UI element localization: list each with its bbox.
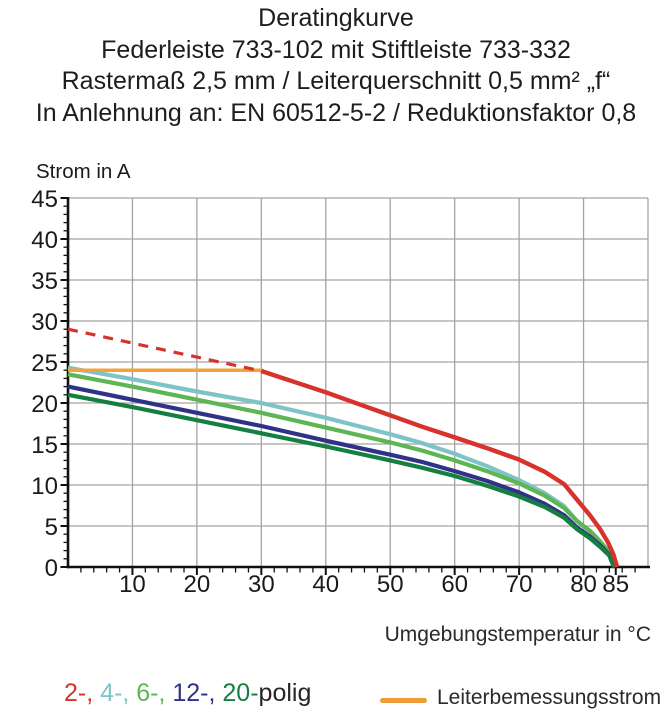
poles-legend: 2-, 4-, 6-, 12-, 20-polig [64, 679, 311, 708]
poles-legend-segment: 6-, [136, 679, 173, 707]
y-tick-label: 0 [45, 555, 58, 582]
x-tick-label: 50 [377, 571, 404, 598]
subtitle-norm: In Anlehnung an: EN 60512-5-2 / Reduktio… [35, 98, 637, 127]
rated-current-line-swatch [380, 698, 427, 703]
series-12-polig [67, 384, 617, 568]
y-axis-title: Strom in A [36, 160, 131, 183]
y-tick-label: 5 [45, 514, 58, 541]
poles-legend-segment: 20- [222, 679, 259, 707]
y-tick-label: 15 [31, 432, 58, 459]
y-tick-label: 35 [31, 268, 58, 295]
series-2-polig-gestrichelt [67, 327, 262, 373]
derating-chart-svg: Strom in A 0 5 10 15 20 25 30 35 40 45 10 20 30 40 50 6… [31, 160, 650, 598]
poles-legend-segment: 12-, [172, 679, 223, 707]
poles-legend-segment: polig [258, 679, 312, 707]
chart-title: Deratingkurve [258, 4, 414, 32]
x-tick-label: 40 [312, 571, 339, 598]
series-20-polig [67, 392, 616, 568]
y-tick-label: 45 [31, 186, 58, 213]
x-tick-label: 85 [602, 571, 629, 598]
title-block: Deratingkurve Federleiste 733-102 mit St… [0, 3, 672, 129]
subtitle-product: Federleiste 733-102 mit Stiftleiste 733-… [101, 35, 571, 64]
x-tick-label: 60 [441, 571, 468, 598]
subtitle-spec: Rastermaß 2,5 mm / Leiterquerschnitt 0,5… [61, 67, 611, 95]
rated-current-legend-label: Leiterbemessungsstrom [437, 686, 662, 709]
y-tick-label: 10 [31, 473, 58, 500]
x-tick-label: 10 [119, 571, 146, 598]
x-tick-label: 30 [248, 571, 275, 598]
poles-legend-segment: 4-, [100, 679, 137, 707]
y-tick-label: 30 [31, 309, 58, 336]
x-tick-label: 70 [506, 571, 533, 598]
poles-legend-segment: 2-, [64, 679, 101, 707]
series-6-polig [67, 372, 618, 568]
y-tick-label: 25 [31, 350, 58, 377]
x-axis-title: Umgebungstemperatur in °C [384, 623, 651, 646]
series-2-polig [260, 368, 620, 568]
x-tick-label: 80 [570, 571, 597, 598]
x-tick-label: 20 [184, 571, 211, 598]
y-tick-label: 40 [31, 227, 58, 254]
y-tick-label: 20 [31, 391, 58, 418]
